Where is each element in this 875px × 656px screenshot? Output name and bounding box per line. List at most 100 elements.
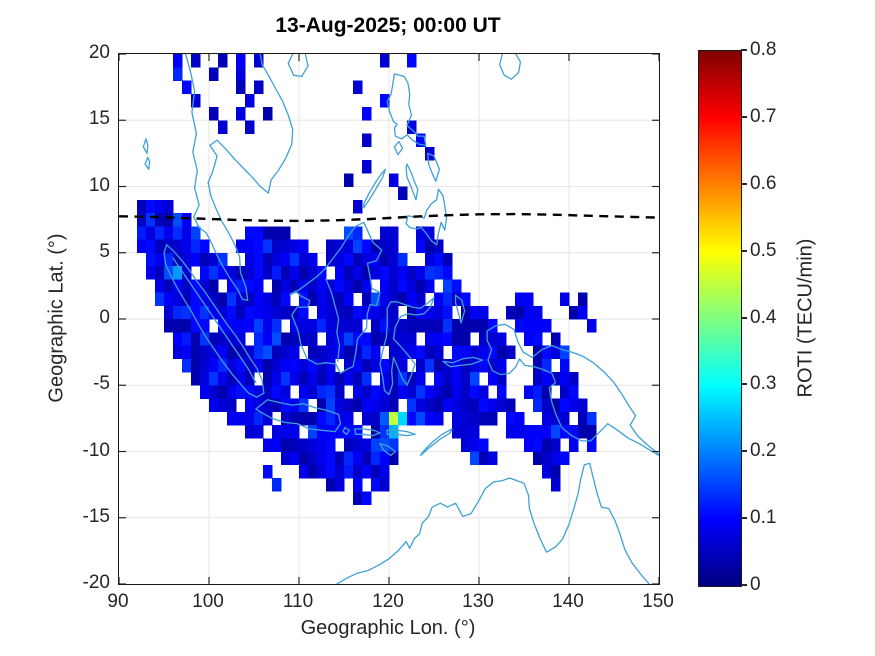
- roti-cell: [182, 279, 192, 293]
- roti-cell: [254, 252, 264, 267]
- roti-cell: [236, 67, 246, 81]
- y-tick-label: -5: [93, 373, 110, 395]
- roti-cell: [443, 279, 453, 293]
- roti-cell: [362, 398, 372, 413]
- roti-cell: [560, 372, 570, 386]
- coastline-australia: [336, 462, 650, 584]
- roti-cell: [254, 239, 264, 254]
- roti-cell: [461, 292, 471, 307]
- roti-cell: [533, 358, 543, 373]
- roti-cell: [281, 239, 291, 254]
- roti-cell: [308, 451, 318, 466]
- roti-cells: [137, 54, 597, 505]
- roti-cell: [533, 451, 543, 466]
- roti-cell: [236, 319, 246, 333]
- roti-cell: [236, 345, 246, 360]
- roti-cell: [335, 252, 345, 267]
- colorbar-tick-label: 0.7: [750, 105, 777, 127]
- roti-cell: [254, 305, 264, 320]
- roti-cell: [479, 319, 489, 333]
- roti-cell: [506, 398, 516, 413]
- roti-cell: [461, 332, 471, 346]
- roti-cell: [380, 358, 390, 373]
- roti-cell: [344, 252, 354, 267]
- roti-cell: [443, 266, 453, 280]
- roti-cell: [155, 226, 165, 240]
- y-tick-label: -20: [82, 572, 110, 593]
- roti-cell: [272, 358, 282, 373]
- coastline-ceram-buru: [442, 356, 484, 368]
- roti-cell: [380, 451, 390, 466]
- roti-cell: [425, 252, 435, 267]
- roti-cell: [434, 239, 444, 254]
- roti-cell: [299, 292, 309, 307]
- roti-cell: [236, 305, 246, 320]
- colorbar-tick-mark: [741, 115, 747, 118]
- roti-cell: [389, 425, 399, 439]
- roti-cell: [389, 279, 399, 293]
- roti-cell: [443, 319, 453, 333]
- roti-cell: [452, 292, 462, 307]
- roti-cell: [353, 319, 363, 333]
- roti-cell: [173, 345, 183, 360]
- roti-cell: [371, 411, 381, 426]
- roti-cell: [281, 425, 291, 439]
- roti-cell: [299, 398, 309, 413]
- roti-cell: [290, 372, 300, 386]
- roti-cell: [164, 319, 174, 333]
- roti-cell: [533, 305, 543, 320]
- roti-cell: [182, 292, 192, 307]
- roti-cell: [371, 478, 381, 492]
- roti-cell: [308, 319, 318, 333]
- roti-cell: [245, 411, 255, 426]
- roti-cell: [182, 305, 192, 320]
- roti-cell: [290, 411, 300, 426]
- roti-cell: [443, 398, 453, 413]
- roti-cell: [362, 345, 372, 360]
- magnetic-equator-dashed-line: [119, 212, 659, 223]
- roti-cell: [245, 120, 255, 134]
- roti-cell: [344, 464, 354, 479]
- roti-cell: [200, 345, 210, 360]
- roti-cell: [209, 358, 219, 373]
- roti-cell: [389, 239, 399, 254]
- roti-cell: [326, 372, 336, 386]
- roti-cell: [317, 372, 327, 386]
- roti-cell: [182, 80, 192, 95]
- roti-cell: [326, 319, 336, 333]
- roti-cell: [353, 464, 363, 479]
- roti-cell: [371, 305, 381, 320]
- roti-cell: [308, 252, 318, 267]
- roti-cell: [551, 372, 561, 386]
- roti-cell: [461, 305, 471, 320]
- roti-cell: [263, 226, 273, 240]
- roti-cell: [227, 332, 237, 346]
- roti-cell: [578, 305, 588, 320]
- roti-cell: [308, 425, 318, 439]
- roti-cell: [182, 252, 192, 267]
- roti-cell: [299, 358, 309, 373]
- roti-cell: [326, 332, 336, 346]
- roti-cell: [560, 411, 570, 426]
- roti-cell: [587, 438, 597, 452]
- coastline-flores: [386, 429, 416, 437]
- roti-cell: [236, 80, 246, 95]
- roti-cell: [209, 252, 219, 267]
- coastline-island-northeast: [499, 54, 522, 80]
- roti-cell: [173, 319, 183, 333]
- roti-cell: [353, 425, 363, 439]
- roti-cell: [407, 279, 417, 293]
- roti-cell: [245, 279, 255, 293]
- roti-cell: [245, 385, 255, 399]
- roti-cell: [470, 358, 480, 373]
- roti-cell: [308, 358, 318, 373]
- roti-cell: [227, 266, 237, 280]
- roti-cell: [416, 305, 426, 320]
- roti-cell: [272, 279, 282, 293]
- roti-cell: [254, 54, 264, 68]
- roti-cell: [272, 319, 282, 333]
- roti-cell: [299, 464, 309, 479]
- roti-cell: [308, 345, 318, 360]
- roti-cell: [452, 411, 462, 426]
- roti-cell: [317, 451, 327, 466]
